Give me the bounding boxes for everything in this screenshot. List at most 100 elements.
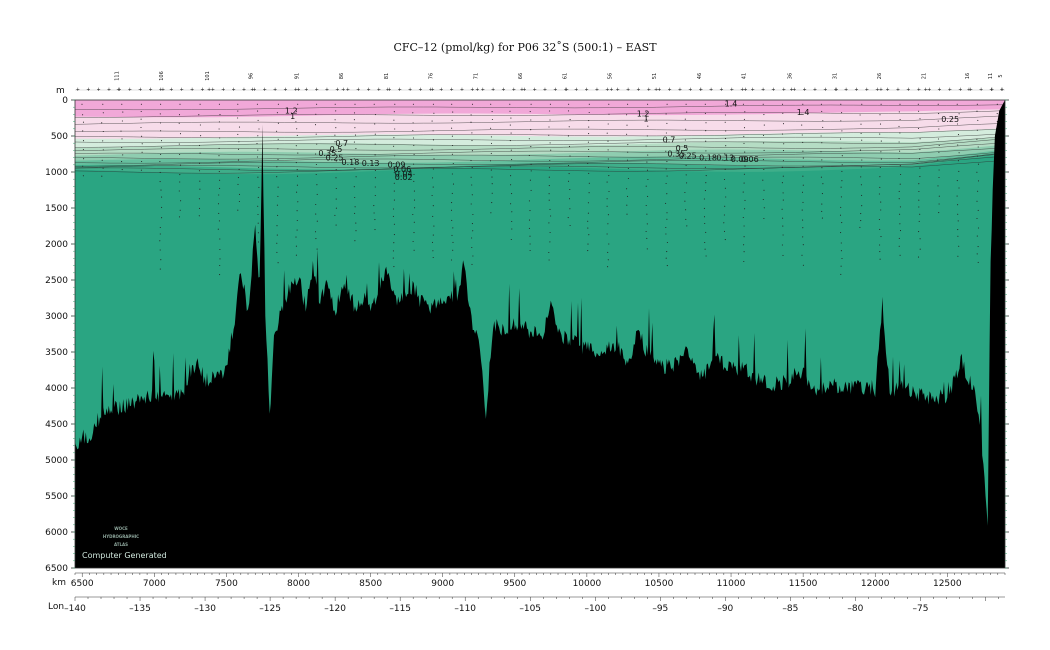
sample-dot	[198, 114, 200, 116]
sample-dot	[627, 177, 629, 180]
sample-dot	[549, 231, 551, 234]
station-plus: +	[948, 87, 952, 93]
station-plus: +	[252, 87, 256, 93]
sample-dot	[666, 212, 668, 214]
station-plus: +	[595, 87, 599, 93]
sample-dot	[588, 172, 590, 174]
sample-dot	[257, 205, 259, 207]
sample-dot	[587, 250, 589, 252]
sample-dot	[958, 187, 960, 189]
sample-dot	[316, 143, 318, 145]
sample-dot	[237, 209, 239, 211]
sample-dot	[335, 110, 337, 112]
station-plus: +	[169, 87, 173, 93]
sample-dot	[744, 199, 746, 201]
sample-dot	[645, 204, 647, 207]
station-plus: +	[657, 87, 661, 93]
station-plus: +	[917, 87, 921, 93]
station-plus: +	[418, 87, 422, 93]
sample-dot	[919, 238, 921, 240]
sample-dot	[666, 141, 668, 143]
sample-dot	[140, 110, 142, 113]
sample-dot	[509, 166, 511, 168]
sample-dot	[665, 257, 667, 259]
station-plus: +	[730, 87, 734, 93]
station-plus-highlight: +	[475, 87, 479, 93]
sample-dot	[977, 180, 980, 182]
station-plus: +	[221, 87, 225, 93]
sample-dot	[685, 174, 687, 176]
contour-line	[75, 128, 1005, 139]
sample-dot	[626, 133, 628, 135]
sample-dot	[529, 249, 531, 252]
sample-dot	[725, 103, 727, 105]
sample-dot	[334, 103, 336, 105]
station-plus: +	[896, 87, 900, 93]
station-plus: +	[761, 87, 765, 93]
contour-line	[75, 152, 1005, 167]
sample-dot	[860, 220, 862, 222]
sample-dot	[821, 217, 823, 219]
depth-tick-label: 4000	[45, 384, 68, 394]
sample-dot	[666, 251, 668, 253]
station-number-label: 11	[988, 73, 994, 79]
sample-dot	[569, 208, 571, 210]
sample-dot	[433, 112, 435, 114]
sample-dot	[159, 268, 161, 270]
contour-value-label: 0.25	[679, 151, 697, 160]
sample-dot	[646, 248, 648, 250]
sample-dot	[413, 163, 415, 165]
sample-dot	[802, 103, 804, 105]
sample-dot	[548, 251, 550, 254]
sample-dot	[705, 122, 707, 124]
sample-dot	[257, 110, 259, 112]
sample-dot	[315, 203, 317, 206]
sample-dot	[276, 176, 278, 178]
sample-dot	[354, 134, 357, 136]
sample-dot	[450, 259, 453, 261]
sample-dot	[335, 207, 337, 209]
sample-dot	[354, 103, 356, 105]
sample-dot	[394, 155, 396, 157]
sample-dot	[938, 144, 940, 147]
sample-dot	[996, 113, 998, 115]
sample-dot	[608, 103, 610, 105]
sample-dot	[510, 175, 512, 177]
sample-dot	[432, 256, 434, 259]
sample-dot	[373, 205, 375, 207]
sample-dot	[976, 200, 978, 202]
sample-dot	[159, 122, 162, 124]
contour-value-label: 1.2	[637, 110, 650, 119]
sample-dot	[199, 188, 201, 190]
sample-dot	[354, 127, 356, 129]
km-tick-label: 8500	[359, 579, 382, 589]
sample-dot	[820, 103, 822, 105]
sample-dot	[257, 241, 260, 243]
station-number-label: 91	[295, 73, 301, 79]
sample-dot	[510, 132, 512, 134]
logo-line-1: WOCE	[114, 526, 128, 531]
sample-dot	[491, 118, 493, 121]
sample-dot	[666, 265, 668, 267]
sample-dot	[392, 257, 394, 259]
lon-tick-label: –85	[782, 604, 798, 614]
sample-dot	[607, 259, 609, 261]
station-plus: +	[937, 87, 941, 93]
sample-dot	[316, 220, 318, 222]
sample-dot	[820, 135, 822, 137]
station-plus: +	[533, 87, 537, 93]
contour-value-label: 0.06	[393, 165, 411, 174]
sample-dot	[665, 233, 667, 235]
sample-dot	[976, 129, 978, 131]
sample-dot	[393, 234, 395, 236]
sample-dot	[743, 260, 745, 263]
sample-dot	[879, 166, 881, 168]
contour-line	[75, 123, 1005, 133]
sample-dot	[665, 182, 667, 185]
sample-dot	[841, 222, 843, 224]
station-number-label: 86	[339, 73, 345, 79]
sample-dot	[219, 137, 221, 139]
station-plus: +	[667, 87, 671, 93]
sample-dot	[257, 135, 259, 137]
sample-dot	[335, 177, 337, 179]
